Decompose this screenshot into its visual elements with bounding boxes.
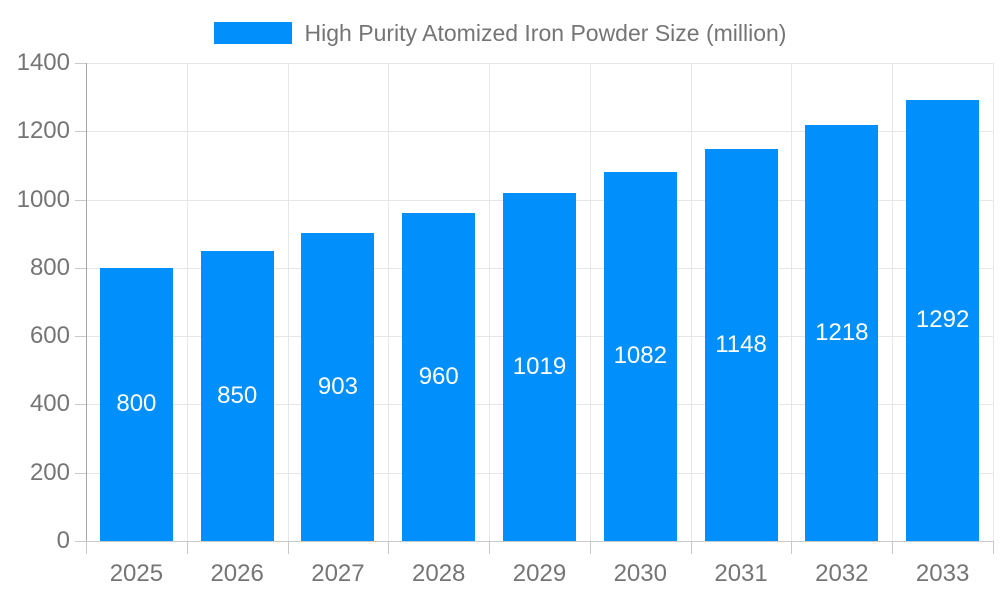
x-axis-tick — [690, 541, 692, 554]
x-gridline — [791, 63, 793, 541]
bar-value-label: 850 — [217, 381, 258, 409]
x-axis-tick — [489, 541, 491, 554]
x-axis-tick — [287, 541, 289, 554]
y-axis-label: 400 — [29, 390, 70, 418]
bar[interactable]: 800 — [99, 267, 173, 541]
y-axis-label: 200 — [29, 458, 70, 486]
x-axis-label: 2025 — [109, 560, 164, 587]
bar[interactable]: 960 — [402, 213, 476, 541]
y-axis-tick — [75, 267, 86, 269]
x-axis-tick — [186, 541, 188, 554]
legend-label: High Purity Atomized Iron Powder Size (m… — [304, 20, 787, 46]
x-axis-tick — [892, 541, 894, 554]
x-axis-tick — [86, 541, 87, 554]
y-axis-tick — [75, 404, 86, 406]
x-axis-label: 2033 — [915, 560, 970, 587]
x-axis-label: 2031 — [714, 560, 768, 587]
bar-value-label: 1218 — [815, 319, 869, 347]
y-axis-tick — [75, 131, 86, 133]
bar-value-label: 1292 — [915, 306, 970, 334]
y-gridline — [86, 63, 993, 64]
x-gridline — [186, 63, 188, 541]
bar[interactable]: 1082 — [603, 171, 677, 541]
x-gridline — [388, 63, 390, 541]
x-axis-tick — [791, 541, 793, 554]
x-axis-label: 2029 — [512, 560, 567, 587]
bar-value-label: 1082 — [613, 342, 667, 370]
y-axis-label: 1200 — [16, 117, 70, 145]
y-axis-tick — [75, 199, 86, 201]
x-axis-label: 2028 — [412, 560, 466, 587]
y-gridline — [86, 131, 993, 133]
y-axis-tick — [75, 472, 86, 474]
bar[interactable]: 1148 — [704, 149, 778, 541]
y-axis-line — [86, 63, 87, 541]
x-gridline — [489, 63, 491, 541]
legend-item[interactable]: High Purity Atomized Iron Powder Size (m… — [0, 21, 1000, 45]
legend-color-swatch — [213, 22, 292, 44]
y-axis-label: 600 — [29, 322, 70, 350]
y-axis-tick — [75, 63, 86, 64]
bar-value-label: 1019 — [512, 353, 567, 381]
bar-value-label: 800 — [116, 390, 157, 418]
bar[interactable]: 850 — [200, 250, 274, 541]
x-gridline — [993, 63, 994, 541]
x-axis-label: 2027 — [311, 560, 365, 587]
x-gridline — [287, 63, 289, 541]
bar[interactable]: 903 — [301, 232, 375, 541]
x-axis-label: 2026 — [210, 560, 264, 587]
bar[interactable]: 1218 — [805, 125, 879, 541]
x-axis-tick — [993, 541, 994, 554]
bar-value-label: 903 — [317, 372, 358, 400]
x-gridline — [892, 63, 894, 541]
bar[interactable]: 1019 — [503, 193, 576, 541]
bar-value-label: 1148 — [715, 331, 767, 358]
x-axis-tick — [589, 541, 591, 554]
bar-value-label: 960 — [418, 363, 459, 391]
y-axis-tick — [75, 336, 86, 338]
bar[interactable]: 1292 — [906, 99, 980, 541]
x-axis-line — [75, 541, 993, 542]
y-axis-label: 1000 — [16, 185, 70, 213]
x-axis-tick — [388, 541, 390, 554]
y-axis-label: 800 — [29, 253, 70, 281]
y-axis-label: 1400 — [16, 49, 70, 76]
x-axis-label: 2030 — [613, 560, 667, 587]
x-axis-label: 2032 — [815, 560, 869, 587]
x-gridline — [690, 63, 692, 541]
y-axis-label: 0 — [56, 527, 70, 554]
x-gridline — [589, 63, 591, 541]
